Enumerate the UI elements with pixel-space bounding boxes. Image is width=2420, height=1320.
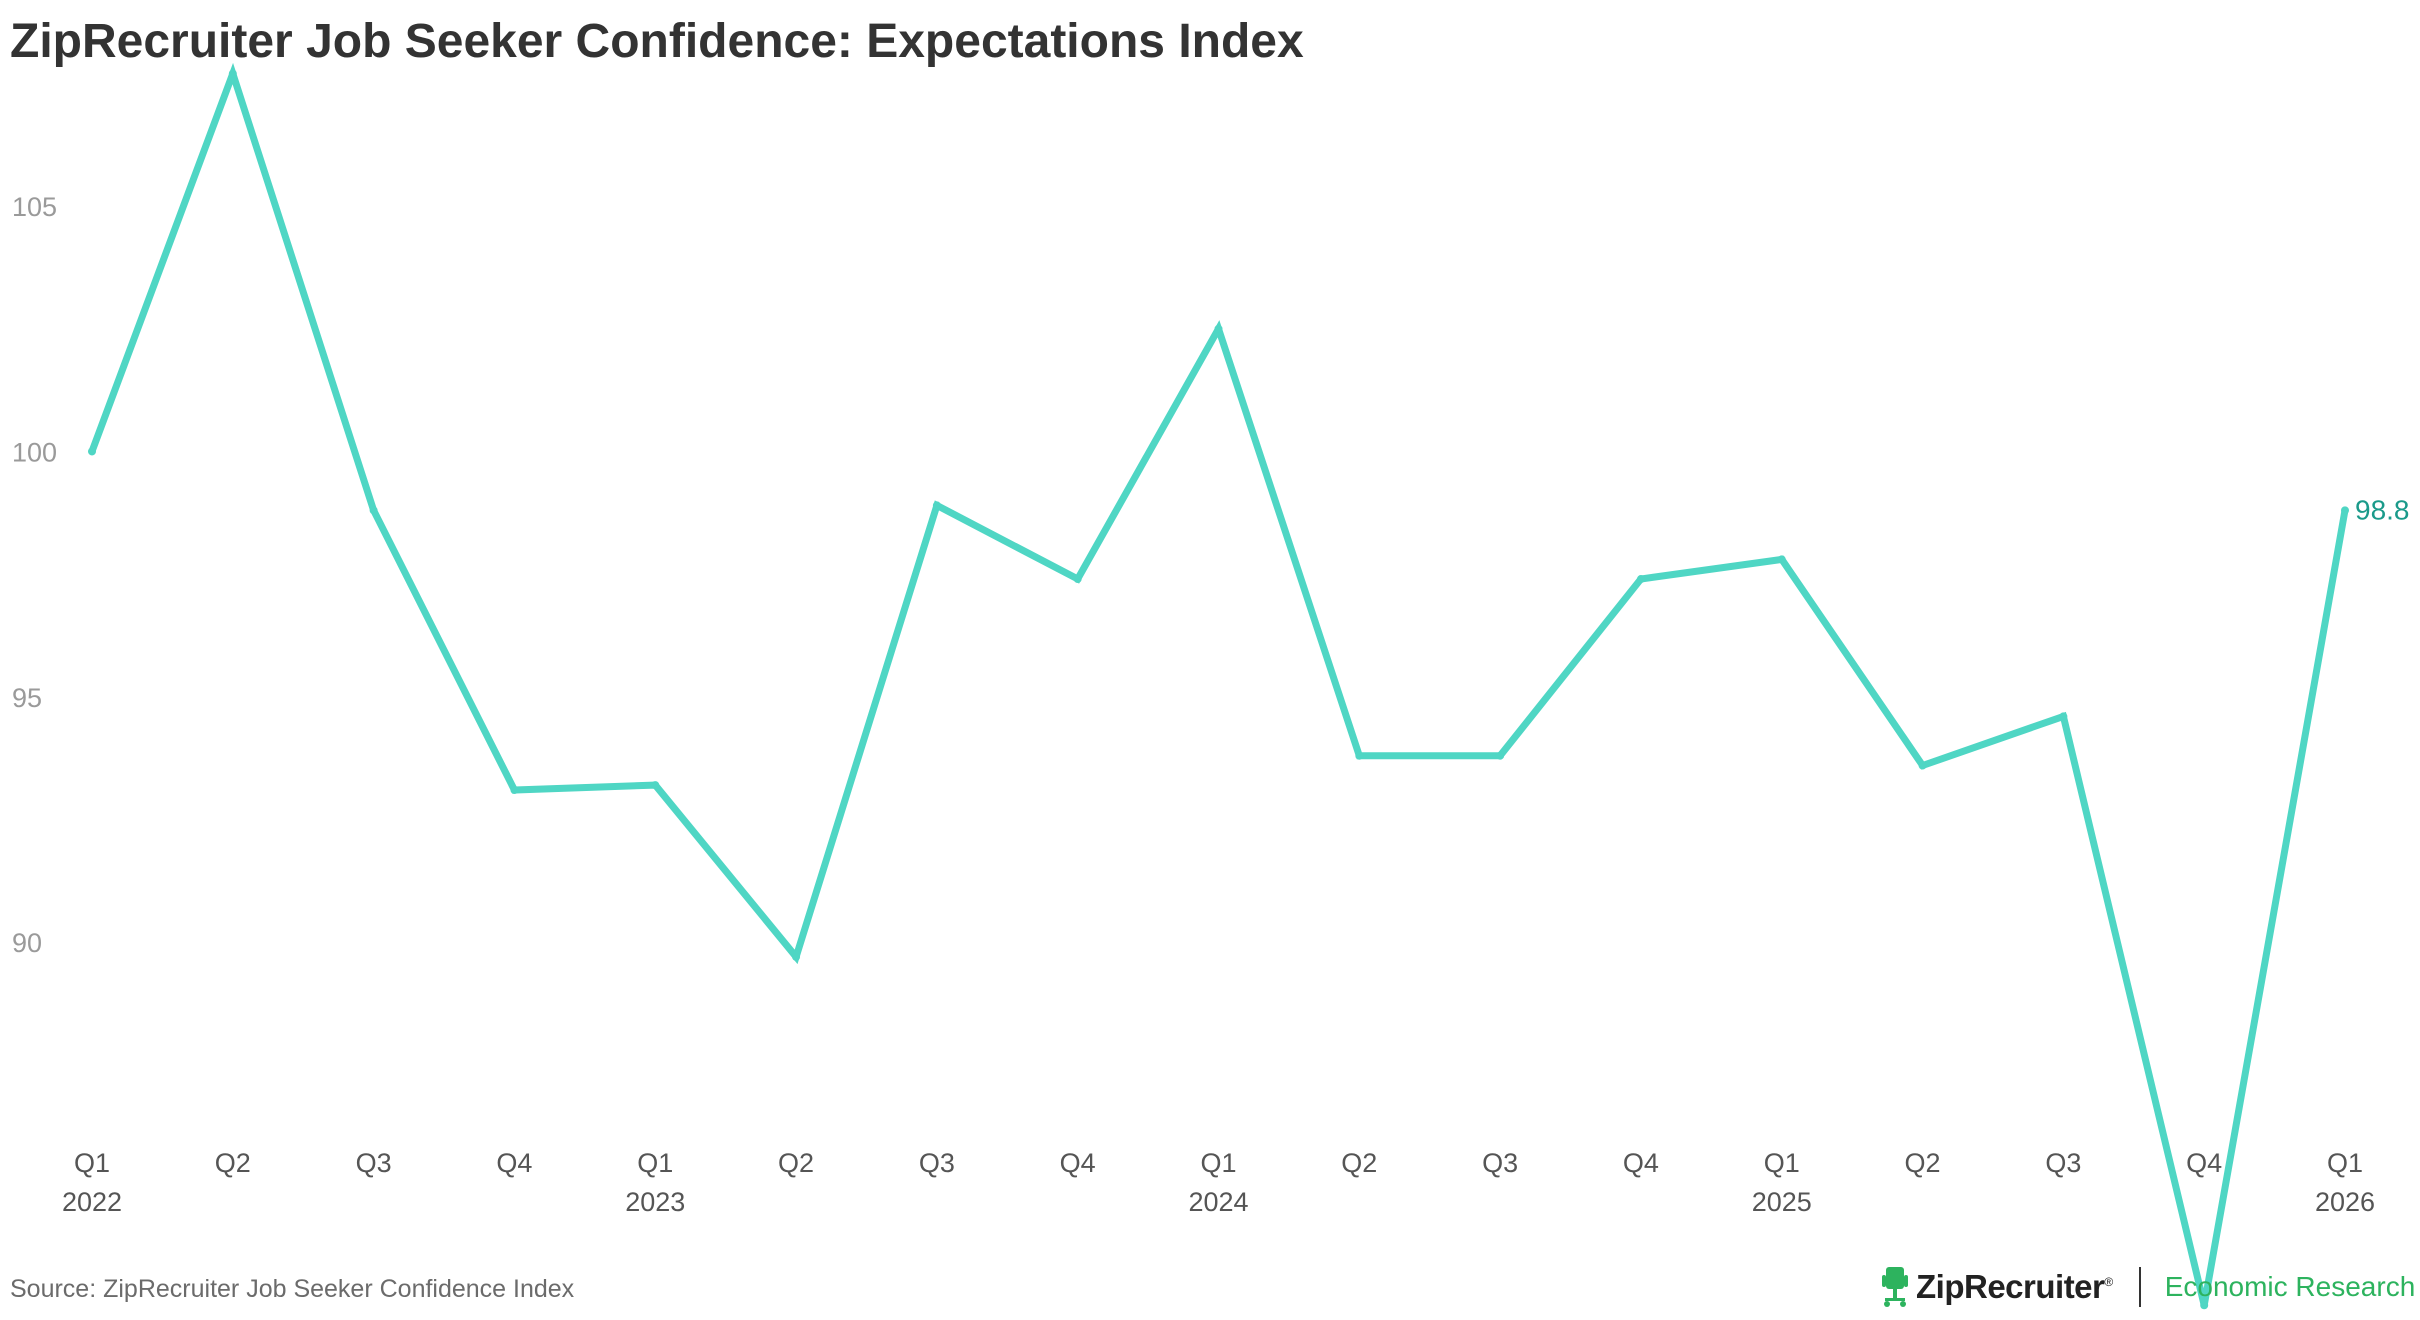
y-tick-label: 90 [12,928,42,958]
data-point [2059,712,2068,721]
registered-mark: ® [2104,1275,2113,1289]
data-point [1777,555,1786,564]
x-tick-label-year: 2022 [62,1187,122,1217]
x-tick-label-quarter: Q2 [778,1148,814,1178]
data-point [1355,751,1364,760]
y-tick-label: 100 [12,437,57,467]
x-tick-label-quarter: Q4 [1060,1148,1096,1178]
x-tick-label-quarter: Q1 [1764,1148,1800,1178]
data-point [1073,575,1082,584]
data-point [2341,506,2349,515]
brand-divider [2138,1267,2141,1307]
ziprecruiter-brand[interactable]: ZipRecruiter® Economic Research [1880,1262,2415,1312]
x-tick-label-quarter: Q3 [919,1148,955,1178]
x-tick-label-quarter: Q2 [1341,1148,1377,1178]
x-tick-label-quarter: Q2 [215,1148,251,1178]
x-tick-label-quarter: Q1 [1200,1148,1236,1178]
data-point [2200,1301,2209,1310]
x-axis: Q1 2022 Q2 Q3 Q4 Q1 2023 Q2 Q3 Q4 Q1 2024 Q2 Q3 Q4 Q1 20… [62,1148,2375,1217]
x-tick-label-quarter: Q4 [496,1148,532,1178]
brand-unit: Economic Research [2164,1271,2416,1302]
x-tick-label-quarter: Q4 [1623,1148,1659,1178]
chair-icon [1882,1267,1908,1307]
series-layer: 98.8 [88,62,2410,1310]
x-tick-label-year: 2024 [1188,1187,1248,1217]
y-tick-label: 105 [12,192,57,222]
source-note: Source: ZipRecruiter Job Seeker Confiden… [10,1275,575,1303]
data-point [1636,575,1645,584]
data-point [651,781,660,790]
series-line [88,62,2349,1307]
data-point [932,501,941,510]
x-tick-label-quarter: Q1 [637,1148,673,1178]
x-tick-label-quarter: Q3 [1482,1148,1518,1178]
x-tick-label-quarter: Q3 [2045,1148,2081,1178]
data-point [510,786,519,795]
data-point [792,952,801,961]
x-tick-label-year: 2025 [1752,1187,1812,1217]
data-point [1496,751,1505,760]
data-point [1918,761,1927,770]
x-tick-label-year: 2023 [625,1187,685,1217]
end-value-label: 98.8 [2355,494,2410,525]
chart-title: ZipRecruiter Job Seeker Confidence: Expe… [10,15,1304,68]
x-tick-label-quarter: Q4 [2186,1148,2222,1178]
x-tick-label-quarter: Q2 [1905,1148,1941,1178]
x-tick-label-quarter: Q1 [74,1148,110,1178]
data-point [1214,324,1223,333]
x-tick-label-year: 2026 [2315,1187,2375,1217]
brand-name: ZipRecruiter® [1916,1268,2113,1305]
x-tick-label-quarter: Q3 [356,1148,392,1178]
y-axis: 90 95 100 105 [12,192,57,958]
y-tick-label: 95 [12,683,42,713]
data-point [88,447,96,456]
x-tick-label-quarter: Q1 [2327,1148,2363,1178]
data-point [369,506,378,515]
data-point [228,69,237,78]
